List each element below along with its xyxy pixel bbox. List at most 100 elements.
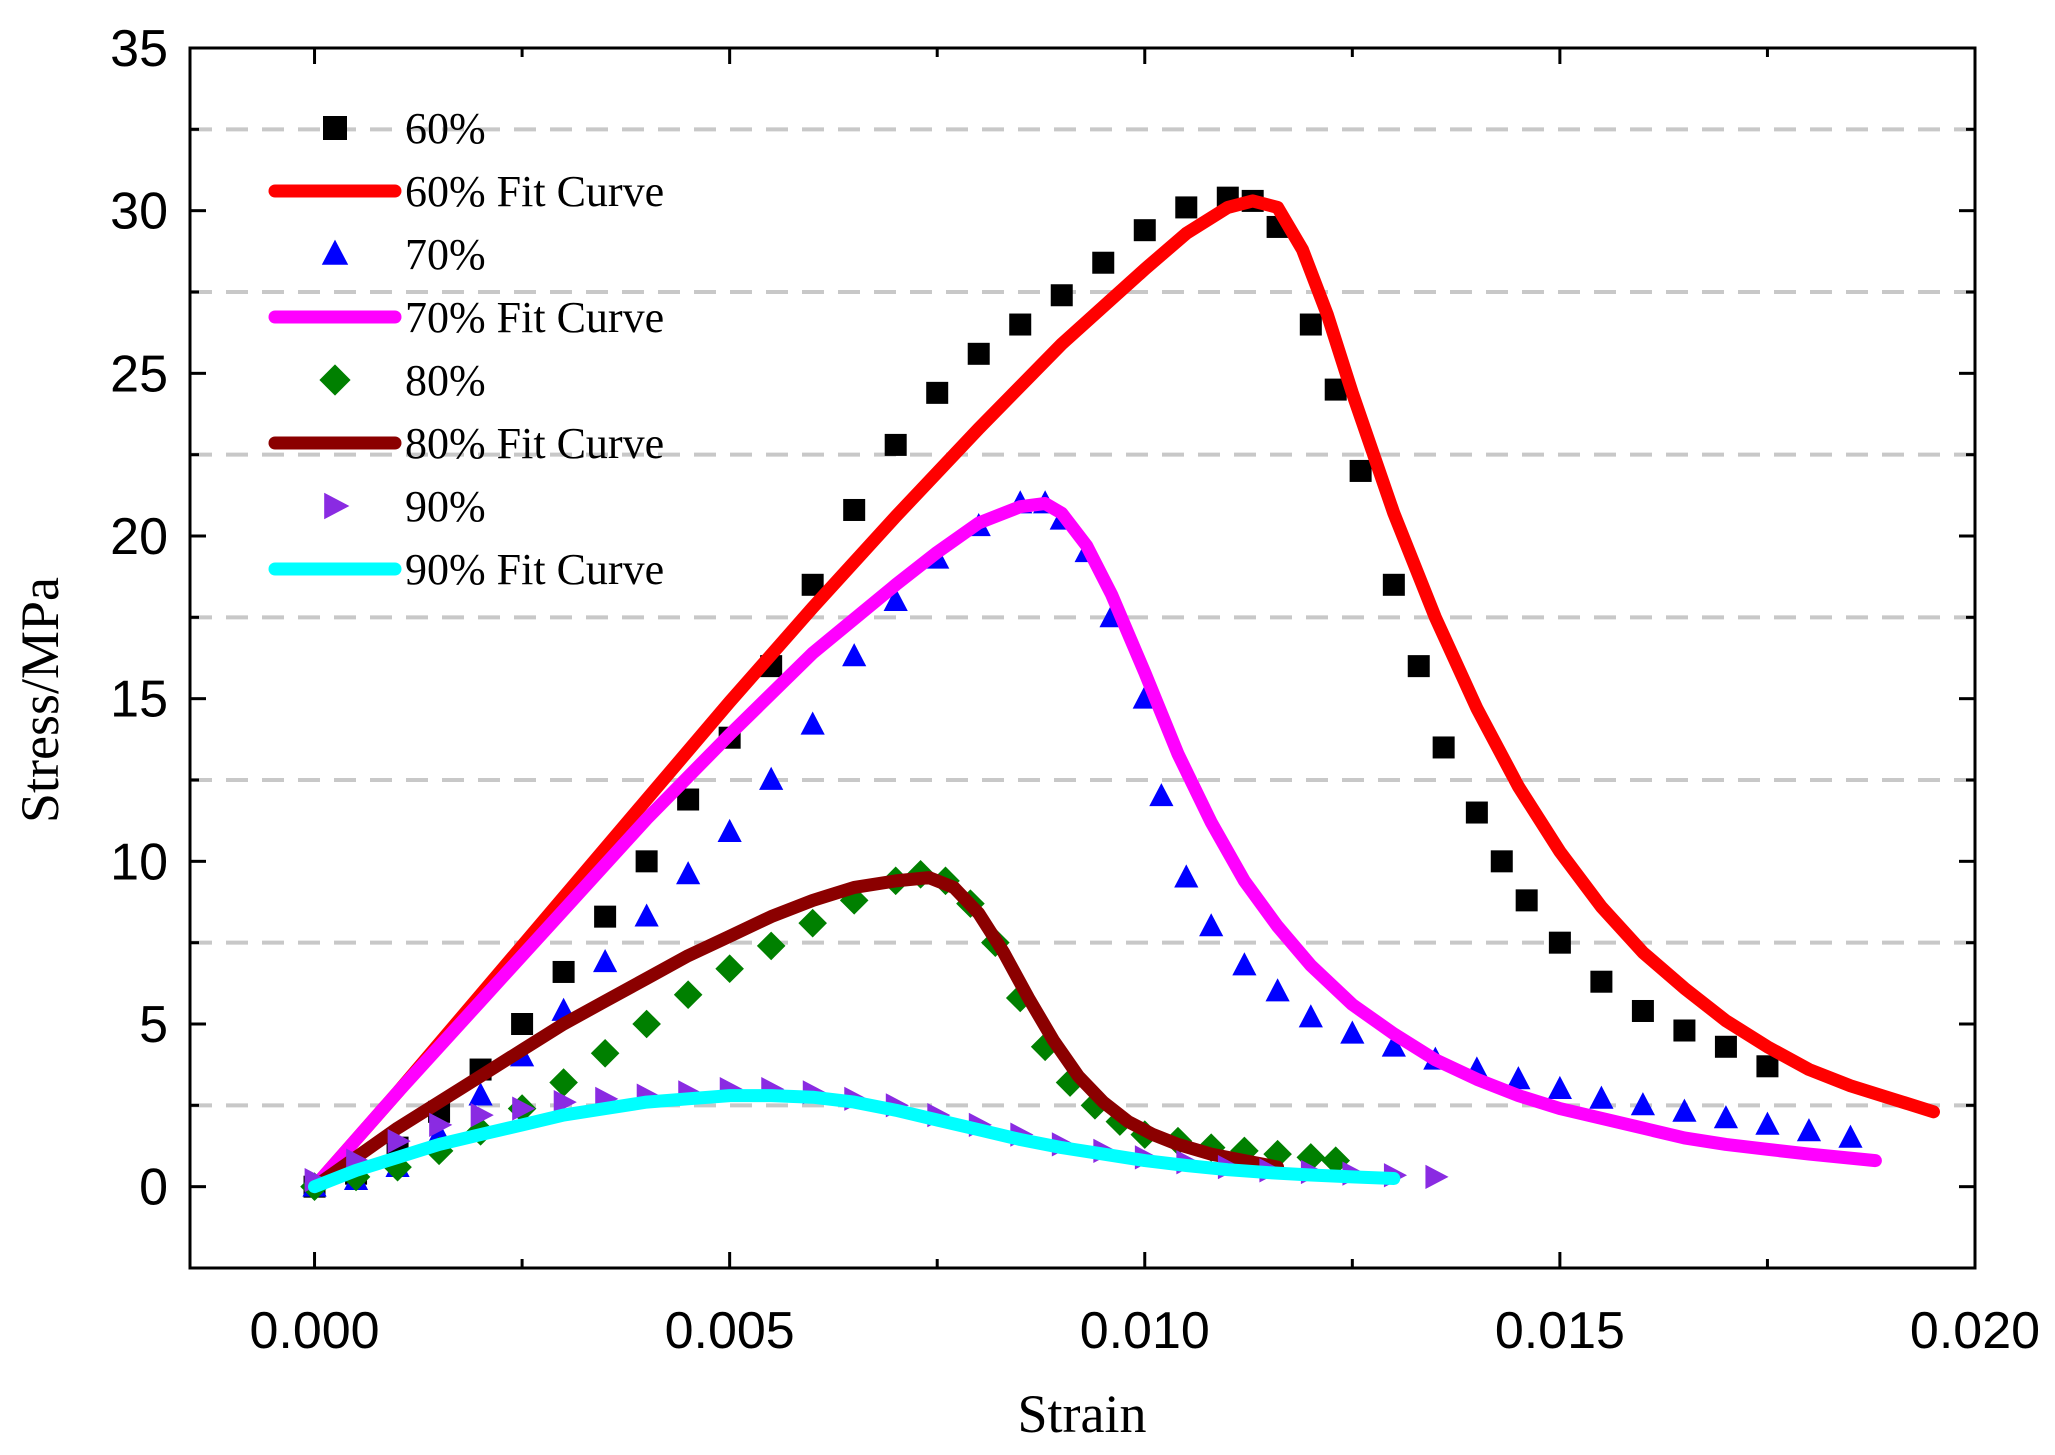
- data-point-70pct: [1589, 1085, 1614, 1109]
- data-point-70pct: [1506, 1066, 1531, 1090]
- data-point-70pct: [676, 861, 701, 885]
- legend-label: 70% Fit Curve: [405, 293, 664, 342]
- data-point-70pct: [1265, 978, 1290, 1002]
- data-point-70pct: [1199, 913, 1224, 937]
- data-point-60pct: [1465, 801, 1488, 824]
- data-point-60pct: [1673, 1019, 1696, 1042]
- series-90pct-fit-curve: [308, 1089, 1401, 1194]
- data-point-70pct: [800, 711, 825, 735]
- data-point-60pct: [1515, 889, 1538, 912]
- y-tick-label: 5: [139, 996, 168, 1054]
- data-point-60pct: [884, 433, 907, 456]
- data-point-60pct: [1756, 1055, 1779, 1078]
- legend-label: 80%: [405, 356, 486, 405]
- fit-line-60pct-fit-curve: [308, 194, 1940, 1194]
- data-point-70pct: [1381, 1033, 1406, 1057]
- data-point-70pct: [1149, 783, 1174, 807]
- data-point-60pct: [1133, 219, 1156, 242]
- y-tick-label: 15: [110, 671, 168, 729]
- data-point-70pct: [1547, 1075, 1572, 1099]
- data-point-90pct: [429, 1112, 453, 1137]
- data-point-80pct: [673, 980, 703, 1010]
- data-point-60pct: [1324, 378, 1347, 401]
- legend-label: 70%: [405, 230, 486, 279]
- data-point-70pct: [1340, 1020, 1365, 1044]
- data-point-60pct: [1299, 313, 1322, 336]
- data-point-60pct: [1548, 931, 1571, 954]
- y-tick-label: 35: [110, 20, 168, 78]
- data-point-80pct: [756, 931, 786, 961]
- series-70pct-fit-curve: [308, 497, 1882, 1194]
- legend-marker-swatch: [323, 116, 347, 140]
- x-tick-label: 0.000: [249, 1302, 379, 1360]
- legend-label: 60% Fit Curve: [405, 167, 664, 216]
- legend-item-60pct-fit-curve: 60% Fit Curve: [268, 167, 664, 216]
- legend-marker-swatch: [319, 364, 351, 396]
- data-point-70pct: [1174, 864, 1199, 888]
- data-point-60pct: [1175, 196, 1198, 219]
- data-point-70pct: [759, 766, 784, 790]
- data-point-70pct: [1838, 1124, 1863, 1148]
- data-point-80pct: [549, 1068, 578, 1097]
- data-point-60pct: [967, 342, 990, 365]
- data-point-60pct: [1009, 313, 1032, 336]
- data-point-60pct: [1432, 736, 1455, 759]
- data-point-80pct: [839, 886, 869, 915]
- data-point-80pct: [632, 1009, 661, 1039]
- legend-marker-swatch: [321, 239, 349, 265]
- plot-area: [300, 186, 1940, 1201]
- legend: 60% 60% Fit Curve 70% 70% Fit Curve 80% 80% F…: [268, 104, 664, 594]
- data-point-60pct: [843, 498, 866, 521]
- data-point-70pct: [883, 587, 908, 611]
- data-point-90pct: [387, 1129, 411, 1154]
- data-point-70pct: [717, 818, 742, 842]
- grid-lines: [190, 127, 1975, 1108]
- y-tick-label: 30: [110, 183, 168, 241]
- data-point-70pct: [593, 948, 618, 973]
- legend-label: 90% Fit Curve: [405, 545, 664, 594]
- data-point-90pct: [512, 1096, 536, 1121]
- y-tick-label: 25: [110, 345, 168, 403]
- fit-line-70pct-fit-curve: [308, 497, 1882, 1194]
- y-tick-label: 10: [110, 833, 168, 891]
- data-point-60pct: [635, 850, 658, 873]
- legend-item-90pct-fit-curve: 90% Fit Curve: [268, 545, 664, 594]
- data-point-80pct: [715, 954, 744, 983]
- data-point-70pct: [1298, 1004, 1323, 1028]
- legend-label: 90%: [405, 482, 486, 531]
- data-point-70pct: [634, 903, 659, 927]
- legend-item-70pct-fit-curve: 70% Fit Curve: [268, 293, 664, 342]
- data-point-60pct: [594, 905, 617, 928]
- y-axis-title: Stress/MPa: [10, 577, 70, 823]
- data-point-70pct: [1232, 952, 1257, 976]
- data-point-70pct: [1796, 1118, 1822, 1142]
- data-point-60pct: [1349, 459, 1372, 482]
- data-point-70pct: [1713, 1105, 1739, 1129]
- data-point-60pct: [1382, 573, 1405, 596]
- y-tick-label: 20: [110, 508, 168, 566]
- data-point-90pct: [470, 1102, 494, 1128]
- data-point-60pct: [1407, 655, 1430, 678]
- fit-line-90pct-fit-curve: [308, 1089, 1401, 1194]
- series-80pct-fit-curve: [308, 871, 1285, 1194]
- legend-item-90pct: 90%: [324, 482, 486, 531]
- data-point-70pct: [842, 643, 867, 667]
- data-point-80pct: [590, 1038, 620, 1068]
- plot-frame: [188, 46, 1977, 1270]
- data-point-60pct: [1050, 284, 1073, 307]
- legend-item-70pct: 70%: [321, 230, 486, 279]
- fit-line-80pct-fit-curve: [308, 871, 1285, 1194]
- data-point-60pct: [677, 788, 700, 811]
- data-point-60pct: [511, 1013, 534, 1035]
- series-60pct-fit-curve: [308, 194, 1940, 1194]
- x-tick-label: 0.015: [1495, 1302, 1625, 1360]
- data-point-60pct: [1590, 970, 1613, 993]
- data-point-70pct: [1630, 1092, 1656, 1116]
- x-tick-label: 0.020: [1910, 1302, 2040, 1360]
- y-tick-label: 0: [139, 1159, 168, 1217]
- legend-marker-swatch: [324, 492, 350, 520]
- data-point-90pct: [1425, 1164, 1449, 1190]
- legend-label: 80% Fit Curve: [405, 419, 664, 468]
- data-point-60pct: [1631, 999, 1654, 1022]
